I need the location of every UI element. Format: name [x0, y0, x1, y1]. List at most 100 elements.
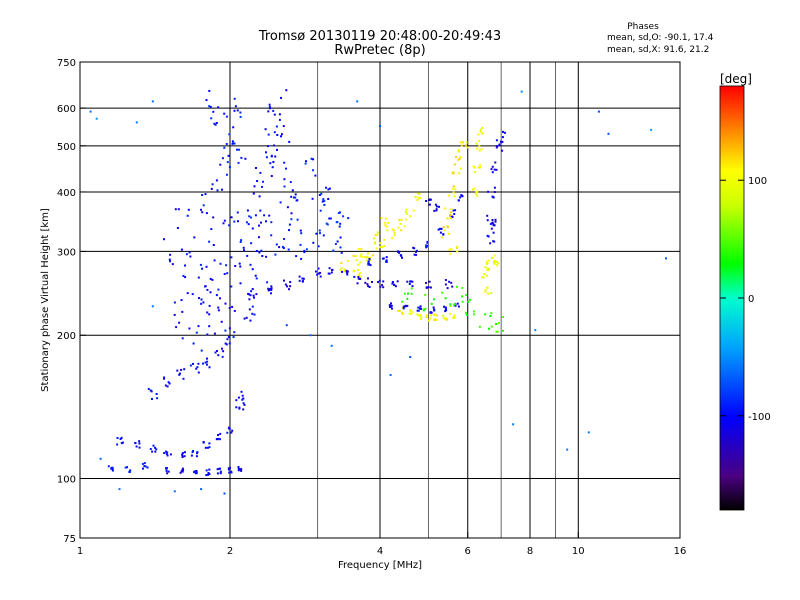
data-point [270, 285, 273, 288]
data-point [401, 256, 403, 259]
data-point [448, 194, 450, 197]
data-point [142, 467, 144, 470]
data-point [251, 268, 254, 271]
data-point [120, 442, 123, 445]
data-point [474, 171, 477, 173]
data-point [217, 437, 220, 440]
data-point [429, 311, 432, 314]
data-point [204, 193, 207, 196]
data-point [394, 285, 397, 288]
data-point [453, 314, 456, 317]
data-point [403, 225, 406, 228]
data-point [476, 190, 479, 193]
data-point [258, 224, 260, 227]
data-point [261, 255, 264, 257]
data-point [346, 270, 349, 273]
data-point [343, 270, 346, 273]
data-point [472, 188, 474, 191]
data-point [502, 316, 504, 318]
data-point [449, 312, 452, 315]
data-point [410, 312, 413, 315]
data-point [221, 157, 224, 160]
data-point [237, 396, 240, 399]
data-point [492, 196, 495, 199]
data-point [460, 144, 463, 147]
data-point [520, 90, 523, 93]
data-point [450, 208, 453, 211]
data-point [457, 148, 460, 151]
data-point [436, 314, 438, 317]
data-point [274, 155, 277, 158]
x-tick-label: 10 [572, 546, 585, 557]
data-point [262, 180, 264, 183]
data-point [376, 231, 379, 234]
data-point [371, 281, 373, 283]
data-point [408, 312, 411, 315]
data-point [318, 229, 321, 232]
data-point [281, 133, 283, 136]
data-point [255, 277, 258, 280]
data-point [487, 259, 490, 262]
data-point [270, 234, 273, 237]
data-point [212, 216, 215, 219]
data-point [208, 304, 211, 307]
data-point [165, 453, 168, 456]
data-point [303, 251, 306, 254]
data-point [242, 246, 245, 249]
data-point [346, 273, 349, 276]
data-point [325, 186, 327, 189]
data-point [290, 195, 293, 198]
plot-area: 1 2 4 6 8 10 16 75 100 200 300 400 500 600 750 [57, 58, 686, 557]
data-point [488, 327, 490, 330]
data-point [268, 214, 271, 217]
x-tick-label: 16 [674, 546, 687, 557]
data-point [208, 313, 211, 316]
data-point [328, 187, 331, 190]
data-point [230, 471, 233, 474]
data-point [597, 110, 600, 113]
data-point [367, 252, 369, 255]
data-point [89, 110, 92, 113]
data-point [378, 279, 381, 282]
data-point [208, 446, 211, 449]
data-point [255, 250, 258, 252]
data-point [278, 246, 281, 249]
data-point [312, 158, 315, 161]
data-point [340, 267, 343, 270]
data-point [359, 271, 362, 274]
data-point [206, 360, 209, 363]
data-point [491, 171, 494, 174]
data-point [478, 325, 481, 328]
data-point [254, 214, 257, 217]
data-point [236, 211, 239, 214]
data-point [189, 255, 192, 258]
data-point [240, 239, 243, 242]
data-point [485, 286, 488, 289]
data-point [151, 398, 153, 400]
data-point [435, 318, 438, 321]
data-point [420, 316, 423, 319]
data-point [483, 273, 486, 276]
data-point [465, 313, 468, 316]
data-point [227, 336, 230, 339]
data-point [390, 302, 392, 305]
data-point [282, 247, 285, 249]
data-point [496, 330, 499, 333]
data-point [193, 470, 196, 473]
data-point [374, 242, 377, 245]
data-point [496, 260, 499, 263]
data-point [442, 233, 445, 236]
data-point [286, 285, 289, 288]
data-point [459, 156, 462, 158]
data-point [280, 135, 282, 138]
data-point [169, 253, 172, 256]
data-point [228, 471, 231, 474]
data-point [378, 242, 381, 245]
data-point [359, 275, 362, 278]
data-point [213, 332, 216, 335]
data-point [298, 275, 301, 278]
data-point [201, 194, 204, 196]
data-point [391, 281, 394, 283]
data-point [269, 162, 272, 165]
data-point [328, 267, 331, 270]
